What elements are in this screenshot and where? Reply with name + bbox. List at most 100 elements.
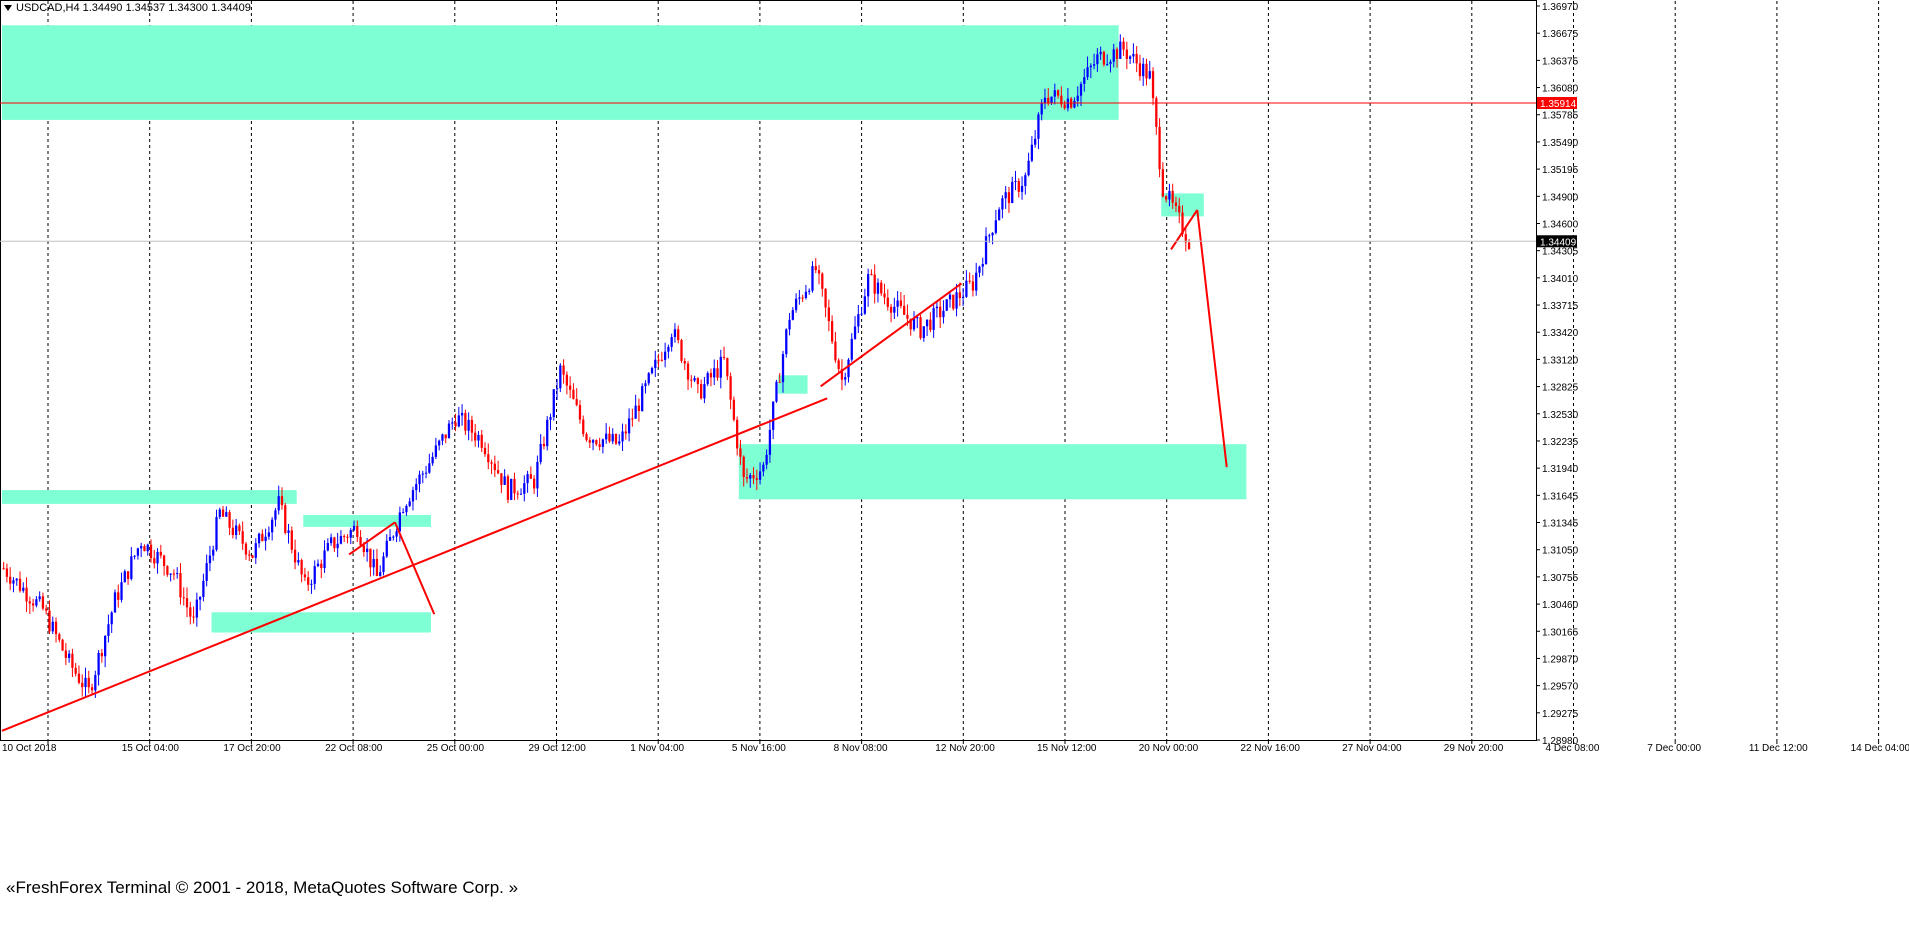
candle-body — [752, 475, 755, 479]
candle-body — [1014, 180, 1017, 182]
candle-body — [618, 441, 621, 444]
candle-body — [1020, 186, 1024, 192]
candle-body — [686, 363, 690, 380]
candle-body — [464, 412, 467, 431]
candle-body — [352, 525, 356, 531]
candle-body — [883, 293, 886, 298]
candle-body — [631, 418, 634, 420]
time-tick-label: 10 Oct 2018 — [2, 743, 57, 754]
candle-body — [264, 536, 267, 542]
candle-body — [644, 383, 647, 387]
candle-body — [1106, 63, 1109, 65]
candle-body — [683, 361, 686, 364]
candle-body — [663, 351, 667, 360]
candle-body — [77, 673, 81, 683]
candle-body — [493, 463, 496, 471]
candle-body — [483, 447, 487, 455]
candle-body — [67, 653, 71, 658]
candle-body — [814, 266, 817, 271]
candle-body — [739, 448, 742, 457]
candle-body — [231, 527, 235, 536]
candle-body — [149, 544, 153, 559]
candle-body — [1119, 41, 1122, 59]
candle-body — [1165, 196, 1168, 200]
candle-body — [372, 558, 375, 568]
candle-body — [840, 369, 844, 380]
candle-body — [94, 675, 97, 691]
candle-body — [824, 288, 827, 308]
chevron-down-icon[interactable] — [4, 5, 12, 12]
candle-body — [873, 274, 876, 294]
candle-body — [562, 365, 565, 375]
candle-body — [762, 464, 765, 472]
candle-body — [418, 474, 421, 485]
chart-header: USDCAD,H4 1.34490 1.34537 1.34300 1.3440… — [4, 2, 251, 14]
candle-body — [487, 454, 490, 463]
candle-body — [326, 543, 329, 551]
candle-body — [942, 310, 945, 318]
candle-body — [961, 296, 965, 298]
candle-body — [860, 313, 863, 315]
candle-body — [575, 399, 578, 406]
candle-body — [451, 422, 454, 424]
time-tick-label: 20 Nov 00:00 — [1139, 743, 1199, 754]
candle-body — [1125, 49, 1128, 59]
price-tick-label: 1.34010 — [1542, 274, 1579, 285]
candle-body — [61, 639, 64, 651]
candle-body — [654, 359, 657, 369]
candle-body — [526, 474, 529, 484]
candle-body — [772, 401, 775, 430]
candle-body — [235, 525, 238, 536]
candle-body — [670, 337, 673, 347]
candle-body — [208, 555, 212, 564]
candle-body — [496, 470, 500, 474]
time-tick-label: 5 Nov 16:00 — [732, 743, 786, 754]
candle-body — [346, 536, 349, 538]
candle-body — [146, 544, 149, 552]
candle-body — [532, 478, 536, 489]
candle-body — [1027, 160, 1030, 176]
price-tick-label: 1.36970 — [1542, 2, 1579, 13]
time-tick-label: 8 Nov 08:00 — [834, 743, 888, 754]
candle-body — [166, 566, 169, 575]
candle-body — [889, 306, 893, 313]
candle-body — [375, 558, 379, 576]
candle-body — [975, 272, 978, 291]
copyright-text: «FreshForex Terminal © 2001 - 2018, Meta… — [6, 878, 519, 897]
candle-body — [339, 536, 343, 544]
candle-body — [546, 419, 549, 447]
candle-body — [189, 607, 192, 617]
time-tick-label: 12 Nov 20:00 — [935, 743, 995, 754]
candle-body — [500, 473, 503, 485]
candle-body — [74, 667, 77, 674]
candle-body — [480, 434, 483, 448]
candle-body — [637, 405, 641, 412]
candle-body — [834, 341, 837, 361]
candle-body — [408, 501, 411, 506]
candle-body — [297, 560, 300, 563]
candle-body — [650, 368, 654, 374]
price-tick-label: 1.33420 — [1542, 328, 1579, 339]
bid-price-label: 1.35914 — [1540, 99, 1577, 110]
price-tick-label: 1.31645 — [1542, 491, 1579, 502]
candle-body — [827, 307, 830, 322]
candle-body — [555, 388, 559, 390]
candle-body — [12, 580, 15, 584]
candle-body — [513, 478, 516, 494]
candle-body — [343, 536, 346, 538]
candle-body — [441, 434, 444, 441]
candle-body — [18, 578, 22, 591]
price-tick-label: 1.30460 — [1542, 600, 1579, 611]
candle-body — [552, 389, 555, 418]
price-tick-label: 1.32825 — [1542, 383, 1579, 394]
candle-body — [267, 532, 271, 537]
candle-body — [1174, 202, 1178, 206]
candle-body — [143, 546, 146, 552]
candle-body — [244, 543, 248, 555]
supply-demand-zone — [303, 514, 431, 527]
candle-body — [1083, 77, 1086, 84]
candle-body — [916, 317, 919, 319]
candle-body — [948, 294, 952, 300]
